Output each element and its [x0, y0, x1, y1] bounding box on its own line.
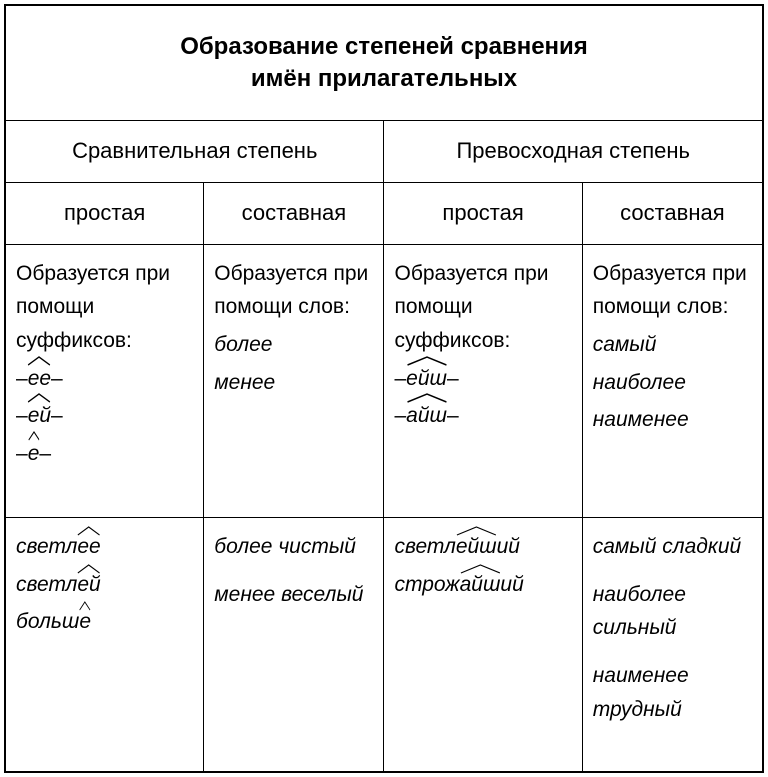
ex-cs-1-suf: ей — [77, 573, 100, 596]
rule-comp-compound: Образуется при помощи слов: более менее — [204, 244, 384, 517]
ex-ss-1-pre: строж — [394, 573, 459, 596]
form-simple-2: простая — [384, 182, 582, 244]
suf-ee: ее — [28, 367, 51, 390]
word-samyj: самый — [593, 328, 752, 362]
degree-superlative: Превосходная степень — [384, 120, 763, 182]
ex-cc-0: более чистый — [214, 530, 373, 564]
ex-ss-1-post: ий — [500, 573, 523, 596]
rule-sup-simple: Образуется при помощи суффиксов: –ейш– –… — [384, 244, 582, 517]
suf-ej: ей — [28, 404, 51, 427]
title-line1: Образование степеней сравнения — [16, 31, 752, 63]
word-naibolee: наиболее — [593, 366, 752, 400]
ex-cs-0-base: светл — [16, 535, 77, 558]
ex-ss-0-suf: ейш — [456, 535, 497, 558]
ex-cc-1: менее веселый — [214, 578, 373, 612]
rule-comp-simple-intro: Образуется при помощи суффиксов: — [16, 257, 193, 358]
title-line2: имён прилагательных — [16, 63, 752, 95]
form-compound-2: составная — [582, 182, 763, 244]
ex-ss-0-post: ий — [497, 535, 520, 558]
form-compound-1: составная — [204, 182, 384, 244]
ex-sc-0: самый сладкий — [593, 530, 752, 564]
degree-comparative: Сравнительная степень — [5, 120, 384, 182]
ex-comp-simple: светлее светлей больше — [5, 518, 204, 772]
ex-sup-compound: самый сладкий наиболее сильный наименее … — [582, 518, 763, 772]
ex-sc-1: наиболее сильный — [593, 578, 752, 645]
rule-comp-compound-intro: Образуется при помощи слов: — [214, 257, 373, 324]
word-menee: менее — [214, 366, 373, 400]
rule-sup-compound-intro: Образуется при помощи слов: — [593, 257, 752, 324]
ex-cs-1-base: светл — [16, 573, 77, 596]
ex-ss-1-suf: айш — [460, 573, 501, 596]
table-title: Образование степеней сравнения имён прил… — [5, 5, 763, 120]
ex-cs-0-suf: ее — [77, 535, 100, 558]
suf-e: е — [28, 442, 40, 465]
ex-sc-2: наименее трудный — [593, 659, 752, 726]
suf-ajsh: айш — [406, 404, 447, 427]
form-simple-1: простая — [5, 182, 204, 244]
grammar-table: Образование степеней сравнения имён прил… — [4, 4, 764, 773]
rule-sup-simple-intro: Образуется при помощи суффиксов: — [394, 257, 571, 358]
rule-comp-simple: Образуется при помощи суффиксов: –ее– –е… — [5, 244, 204, 517]
rule-sup-compound: Образуется при помощи слов: самый наибол… — [582, 244, 763, 517]
ex-comp-compound: более чистый менее веселый — [204, 518, 384, 772]
ex-cs-2-suf: е — [79, 610, 91, 633]
word-naimenee: наименее — [593, 403, 752, 437]
ex-cs-2-base: больш — [16, 610, 79, 633]
ex-sup-simple: светлейший строжайший — [384, 518, 582, 772]
suf-ejsh: ейш — [406, 367, 447, 390]
ex-ss-0-pre: светл — [394, 535, 455, 558]
word-bolee: более — [214, 328, 373, 362]
